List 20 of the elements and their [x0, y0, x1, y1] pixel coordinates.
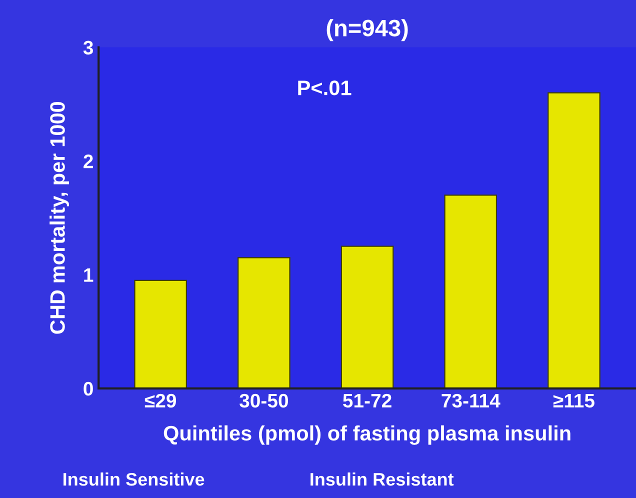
- y-axis-title: CHD mortality, per 1000: [50, 102, 70, 334]
- y-tick-label: 3: [83, 40, 94, 55]
- bar: [134, 280, 187, 388]
- annotation: P<.01: [298, 80, 352, 96]
- bar: [444, 194, 498, 388]
- x-tick-label: 30-50: [240, 394, 288, 408]
- x-tick-label: 51-72: [343, 394, 392, 408]
- text: Insulin Sensitive: [64, 472, 204, 486]
- chart-title: (n=943): [326, 19, 408, 42]
- text: Insulin Resistant: [310, 472, 454, 486]
- x-tick-label: ≥115: [553, 394, 594, 408]
- y-tick-label: 1: [84, 268, 94, 282]
- bar: [238, 257, 290, 388]
- x-axis-title: Quintiles (pmol) of fasting plasma insulin: [164, 425, 570, 445]
- x-tick-label: ≤29: [144, 394, 176, 408]
- y-tick-label: 0: [84, 382, 93, 396]
- bar: [548, 92, 600, 388]
- y-tick-label: 2: [84, 154, 93, 168]
- bar: [340, 246, 394, 388]
- x-tick-label: 73-114: [442, 394, 500, 408]
